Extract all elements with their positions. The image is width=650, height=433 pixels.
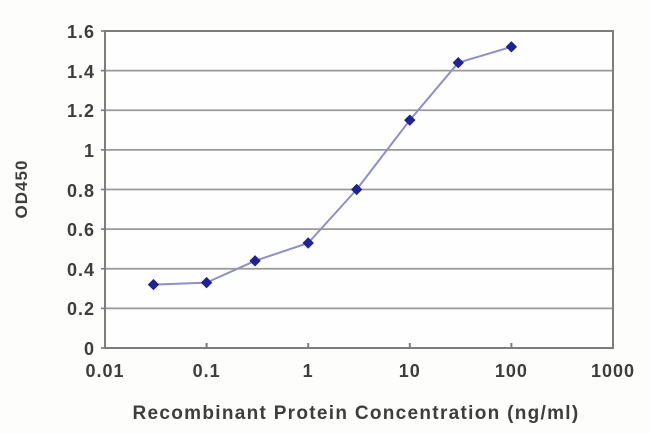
x-tick-label-10: 10	[398, 361, 421, 381]
data-point-0.03	[147, 278, 160, 291]
x-tick-label-1000: 1000	[590, 361, 636, 381]
data-point-0.3	[249, 255, 261, 267]
x-tick-label-100: 100	[494, 361, 528, 381]
data-point-100	[505, 41, 518, 53]
y-tick-label-1.4: 1.4	[66, 61, 95, 82]
x-axis-title: Recombinant Protein Concentration (ng/ml…	[132, 403, 580, 424]
y-axis-title: OD450	[12, 159, 31, 219]
y-tick-label-0.4: 0.4	[66, 259, 95, 280]
y-tick-label-0.8: 0.8	[66, 180, 95, 201]
y-tick-label-1.6: 1.6	[66, 22, 95, 42]
y-tick-label-0.6: 0.6	[66, 220, 95, 241]
y-tick-label-1.2: 1.2	[66, 101, 95, 122]
data-point-1	[302, 237, 314, 249]
data-point-30	[452, 56, 464, 69]
x-tick-label-1: 1	[302, 361, 314, 381]
data-point-3	[350, 183, 363, 196]
data-point-0.1	[200, 276, 213, 289]
y-tick-label-0: 0	[83, 339, 95, 359]
x-tick-label-0.1: 0.1	[192, 361, 221, 381]
series-line	[153, 45, 512, 286]
y-tick-label-1: 1	[83, 140, 95, 161]
y-tick-label-0.2: 0.2	[66, 299, 95, 320]
data-point-10	[404, 114, 416, 126]
x-tick-label-0.01: 0.01	[85, 361, 125, 381]
